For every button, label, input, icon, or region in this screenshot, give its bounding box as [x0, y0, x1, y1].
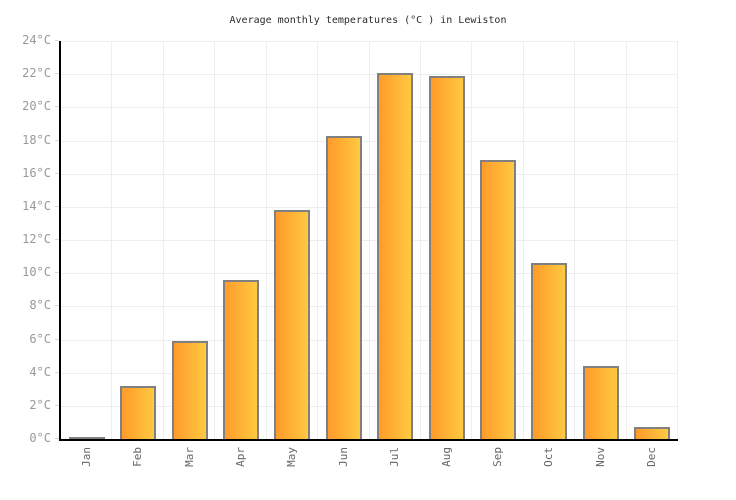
- y-tick-label-24: 24°C: [22, 33, 51, 47]
- bar-feb: [120, 385, 157, 439]
- gridline-vertical: [265, 41, 267, 439]
- gridline-horizontal: [61, 41, 678, 42]
- y-tick-label-10: 10°C: [22, 265, 51, 280]
- bar-apr: [222, 279, 259, 439]
- y-tick-mark: [55, 40, 59, 41]
- y-tick-mark: [55, 404, 59, 406]
- y-tick-label-14: 14°C: [22, 198, 51, 213]
- x-tick-label-may: May: [285, 447, 299, 467]
- y-tick-label-8: 8°C: [29, 298, 51, 313]
- gridline-horizontal: [61, 173, 678, 175]
- y-tick-mark: [55, 172, 59, 174]
- gridline-vertical: [214, 41, 216, 439]
- x-tick-label-sep: Sep: [491, 447, 505, 467]
- x-tick-label-feb: Feb: [131, 447, 145, 467]
- y-tick-mark: [55, 305, 59, 307]
- bar-jun: [325, 135, 362, 439]
- gridline-vertical: [625, 41, 627, 439]
- y-tick-label-20: 20°C: [22, 99, 51, 114]
- gridline-horizontal: [61, 405, 678, 407]
- y-tick-mark: [55, 338, 59, 340]
- x-tick-label-nov: Nov: [593, 447, 607, 467]
- y-tick-mark: [55, 73, 59, 75]
- bar-may: [274, 210, 311, 439]
- gridline-horizontal: [61, 74, 678, 76]
- plot-area: [59, 41, 678, 441]
- y-tick-label-22: 22°C: [22, 66, 51, 81]
- x-tick-label-apr: Apr: [233, 447, 247, 467]
- gridline-horizontal: [61, 140, 678, 142]
- gridline-horizontal: [61, 240, 678, 241]
- chart-title: Average monthly temperatures (°C ) in Le…: [229, 15, 507, 26]
- gridline-vertical: [419, 41, 421, 439]
- x-tick-label-oct: Oct: [542, 447, 556, 467]
- gridline-horizontal: [61, 372, 678, 374]
- bar-sep: [480, 160, 517, 439]
- gridline-vertical: [522, 41, 524, 439]
- y-tick-label-12: 12°C: [22, 232, 51, 246]
- bar-dec: [634, 427, 671, 439]
- x-tick-label-jul: Jul: [388, 447, 402, 467]
- gridline-horizontal: [61, 273, 678, 275]
- gridline-horizontal: [61, 306, 678, 308]
- bar-oct: [531, 263, 568, 439]
- gridline-horizontal: [61, 339, 678, 341]
- y-tick-label-0: 0°C: [29, 431, 51, 445]
- y-tick-mark: [55, 371, 59, 373]
- gridline-horizontal: [61, 107, 678, 109]
- x-tick-label-mar: Mar: [182, 447, 196, 467]
- x-tick-label-dec: Dec: [645, 447, 659, 467]
- y-tick-mark: [55, 106, 59, 108]
- gridline-vertical: [317, 41, 319, 439]
- x-tick-label-jan: Jan: [79, 447, 93, 467]
- y-tick-label-16: 16°C: [22, 165, 51, 180]
- gridline-vertical: [677, 41, 678, 439]
- y-tick-mark: [55, 438, 59, 439]
- gridline-vertical: [111, 41, 113, 439]
- y-tick-label-18: 18°C: [22, 132, 51, 147]
- y-tick-label-2: 2°C: [29, 397, 51, 412]
- y-tick-mark: [55, 205, 59, 207]
- gridline-horizontal: [61, 206, 678, 208]
- bar-nov: [582, 366, 619, 439]
- bar-jul: [377, 72, 414, 439]
- y-tick-label-4: 4°C: [29, 364, 51, 379]
- y-tick-mark: [55, 139, 59, 141]
- gridline-vertical: [162, 41, 164, 439]
- gridline-vertical: [471, 41, 473, 439]
- bar-jan: [68, 437, 105, 439]
- y-tick-mark: [55, 272, 59, 274]
- x-tick-label-jun: Jun: [336, 447, 350, 467]
- y-tick-mark: [55, 239, 59, 240]
- bar-mar: [171, 341, 208, 439]
- y-tick-label-6: 6°C: [29, 331, 51, 346]
- x-tick-label-aug: Aug: [439, 447, 453, 467]
- gridline-vertical: [368, 41, 370, 439]
- bar-aug: [428, 75, 465, 439]
- gridline-vertical: [574, 41, 576, 439]
